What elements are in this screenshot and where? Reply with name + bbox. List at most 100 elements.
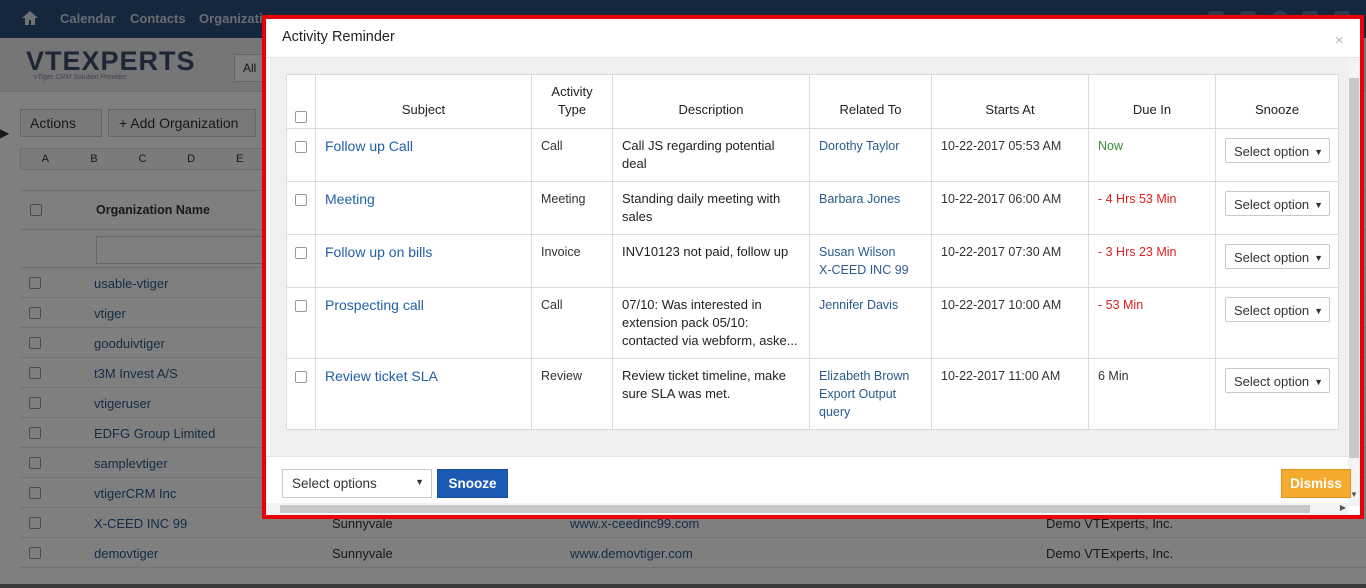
row-checkbox[interactable] xyxy=(295,247,307,259)
due-in: 6 Min xyxy=(1098,369,1129,383)
snooze-cell: Select option ▼ xyxy=(1215,358,1339,430)
snooze-select[interactable]: Select option ▼ xyxy=(1225,297,1330,322)
row-checkbox[interactable] xyxy=(295,371,307,383)
activity-type: Review xyxy=(541,369,582,383)
subject-link[interactable]: Follow up on bills xyxy=(325,244,433,260)
header-checkbox-cell xyxy=(286,74,316,129)
snooze-cell: Select option ▼ xyxy=(1215,181,1339,235)
snooze-select[interactable]: Select option ▼ xyxy=(1225,244,1330,269)
subject-cell: Meeting xyxy=(315,181,532,235)
related-to-link[interactable]: X-CEED INC 99 xyxy=(819,263,909,277)
scrollbar-thumb[interactable] xyxy=(280,505,1310,513)
starts-at-cell: 10-22-2017 06:00 AM xyxy=(931,181,1089,235)
caret-down-icon: ▼ xyxy=(1314,147,1323,157)
snooze-select-value: Select option xyxy=(1234,250,1310,265)
due-in: Now xyxy=(1098,139,1124,153)
snooze-cell: Select option ▼ xyxy=(1215,287,1339,359)
subject-cell: Follow up on bills xyxy=(315,234,532,288)
scroll-right-icon[interactable]: ▶ xyxy=(1339,503,1346,512)
description-cell: 07/10: Was interested in extension pack … xyxy=(612,287,810,359)
row-checkbox[interactable] xyxy=(295,300,307,312)
reminder-row: Meeting Meeting Standing daily meeting wit… xyxy=(286,181,1339,235)
row-checkbox[interactable] xyxy=(295,141,307,153)
starts-at: 10-22-2017 06:00 AM xyxy=(941,192,1062,206)
activity-type-cell: Invoice xyxy=(531,234,613,288)
due-in-cell: - 53 Min xyxy=(1088,287,1216,359)
related-to-link[interactable]: Dorothy Taylor xyxy=(819,139,900,153)
related-to-link[interactable]: Elizabeth Brown xyxy=(819,369,910,383)
footer-divider xyxy=(266,456,1348,457)
snooze-button[interactable]: Snooze xyxy=(437,469,508,498)
related-to-link[interactable]: Export Output query xyxy=(819,387,897,419)
modal-body: Subject Activity Type Description Relate… xyxy=(270,58,1352,456)
subject-link[interactable]: Prospecting call xyxy=(325,297,424,313)
snooze-cell: Select option ▼ xyxy=(1215,128,1339,182)
column-header-related-to: Related To xyxy=(809,74,932,129)
due-in: - 53 Min xyxy=(1098,298,1144,312)
column-header-subject: Subject xyxy=(315,74,532,129)
subject-link[interactable]: Meeting xyxy=(325,191,375,207)
description-text: INV10123 not paid, follow up xyxy=(622,244,789,259)
snooze-select[interactable]: Select option ▼ xyxy=(1225,138,1330,163)
scrollbar-thumb[interactable] xyxy=(1349,78,1359,458)
reminder-table: Subject Activity Type Description Relate… xyxy=(286,74,1339,430)
subject-link[interactable]: Review ticket SLA xyxy=(325,368,438,384)
starts-at-cell: 10-22-2017 11:00 AM xyxy=(931,358,1089,430)
related-to-link[interactable]: Susan Wilson xyxy=(819,245,896,259)
caret-down-icon: ▼ xyxy=(1314,200,1323,210)
scroll-down-icon[interactable]: ▼ xyxy=(1350,490,1358,499)
row-checkbox-cell xyxy=(286,181,316,235)
snooze-select-value: Select option xyxy=(1234,303,1310,318)
description-text: Call JS regarding potential deal xyxy=(622,138,775,171)
activity-type-cell: Meeting xyxy=(531,181,613,235)
bulk-snooze-select-value: Select options xyxy=(292,476,377,491)
starts-at-cell: 10-22-2017 05:53 AM xyxy=(931,128,1089,182)
activity-reminder-modal: Activity Reminder × Subject Activity Typ… xyxy=(262,15,1364,519)
modal-vertical-scrollbar[interactable]: ▼ xyxy=(1348,58,1360,506)
description-text: 07/10: Was interested in extension pack … xyxy=(622,297,798,348)
row-checkbox-cell xyxy=(286,234,316,288)
select-all-checkbox[interactable] xyxy=(295,111,307,123)
column-header-starts-at: Starts At xyxy=(931,74,1089,129)
header-divider xyxy=(266,57,1360,58)
taskbar-strip xyxy=(0,584,1366,588)
reminder-row: Prospecting call Call 07/10: Was intereste… xyxy=(286,287,1339,359)
related-to-cell: Susan Wilson X-CEED INC 99 xyxy=(809,234,932,288)
row-checkbox-cell xyxy=(286,287,316,359)
due-in-cell: 6 Min xyxy=(1088,358,1216,430)
snooze-select[interactable]: Select option ▼ xyxy=(1225,191,1330,216)
bulk-snooze-select[interactable]: Select options ▼ xyxy=(282,469,432,498)
subject-link[interactable]: Follow up Call xyxy=(325,138,413,154)
related-to-link[interactable]: Jennifer Davis xyxy=(819,298,899,312)
activity-type-cell: Call xyxy=(531,287,613,359)
reminder-row: Follow up on bills Invoice INV10123 not pa… xyxy=(286,234,1339,288)
description-cell: INV10123 not paid, follow up xyxy=(612,234,810,288)
description-text: Standing daily meeting with sales xyxy=(622,191,781,224)
close-icon[interactable]: × xyxy=(1335,32,1344,49)
due-in-cell: - 4 Hrs 53 Min xyxy=(1088,181,1216,235)
modal-horizontal-scrollbar[interactable]: ▶ xyxy=(266,503,1348,515)
dismiss-button[interactable]: Dismiss xyxy=(1281,469,1351,498)
subject-cell: Follow up Call xyxy=(315,128,532,182)
due-in: - 4 Hrs 53 Min xyxy=(1098,192,1177,206)
caret-down-icon: ▼ xyxy=(415,477,424,487)
related-to-cell: Dorothy Taylor xyxy=(809,128,932,182)
table-header-row: Subject Activity Type Description Relate… xyxy=(286,74,1339,129)
caret-down-icon: ▼ xyxy=(1314,377,1323,387)
description-cell: Standing daily meeting with sales xyxy=(612,181,810,235)
activity-type-cell: Review xyxy=(531,358,613,430)
modal-title: Activity Reminder xyxy=(282,29,395,45)
reminder-row: Follow up Call Call Call JS regarding pote… xyxy=(286,128,1339,182)
related-to-link[interactable]: Barbara Jones xyxy=(819,192,901,206)
caret-down-icon: ▼ xyxy=(1314,306,1323,316)
due-in-cell: - 3 Hrs 23 Min xyxy=(1088,234,1216,288)
row-checkbox[interactable] xyxy=(295,194,307,206)
activity-type: Call xyxy=(541,139,563,153)
activity-type-cell: Call xyxy=(531,128,613,182)
column-header-snooze: Snooze xyxy=(1215,74,1339,129)
column-header-due-in: Due In xyxy=(1088,74,1216,129)
description-cell: Call JS regarding potential deal xyxy=(612,128,810,182)
activity-type: Invoice xyxy=(541,245,581,259)
starts-at: 10-22-2017 07:30 AM xyxy=(941,245,1062,259)
snooze-select[interactable]: Select option ▼ xyxy=(1225,368,1330,393)
